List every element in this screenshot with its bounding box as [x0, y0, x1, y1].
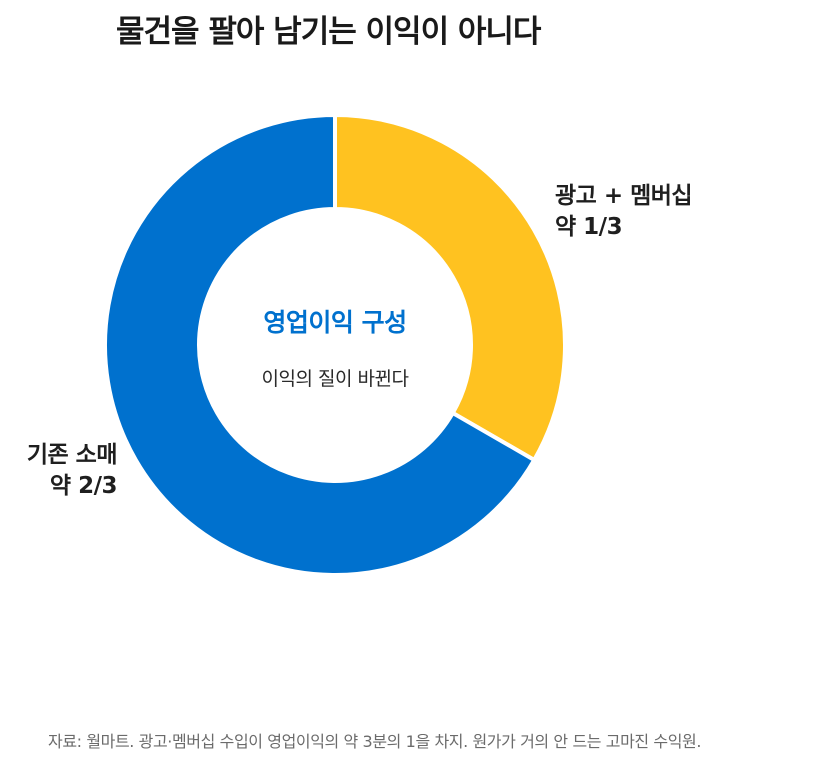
source-note: 자료: 월마트. 광고·멤버십 수입이 영업이익의 약 3분의 1을 차지. 원… — [48, 732, 702, 751]
center-title: 영업이익 구성 — [263, 308, 407, 337]
retail-name: 기존 소매 — [26, 442, 118, 468]
donut-slices — [103, 112, 567, 577]
center-subtitle: 이익의 질이 바뀐다 — [261, 368, 409, 390]
ads-membership-label: 광고 + 멤버십 약 1/3 — [555, 181, 693, 243]
slice-ads-membership — [333, 112, 567, 463]
ads-membership-name: 광고 + 멤버십 — [555, 183, 693, 209]
chart-title: 물건을 팔아 남기는 이익이 아니다 — [116, 14, 541, 50]
retail-share: 약 2/3 — [49, 473, 118, 499]
slice-retail — [103, 112, 537, 577]
retail-label: 기존 소매 약 2/3 — [26, 440, 118, 502]
ads-membership-share: 약 1/3 — [555, 214, 623, 240]
